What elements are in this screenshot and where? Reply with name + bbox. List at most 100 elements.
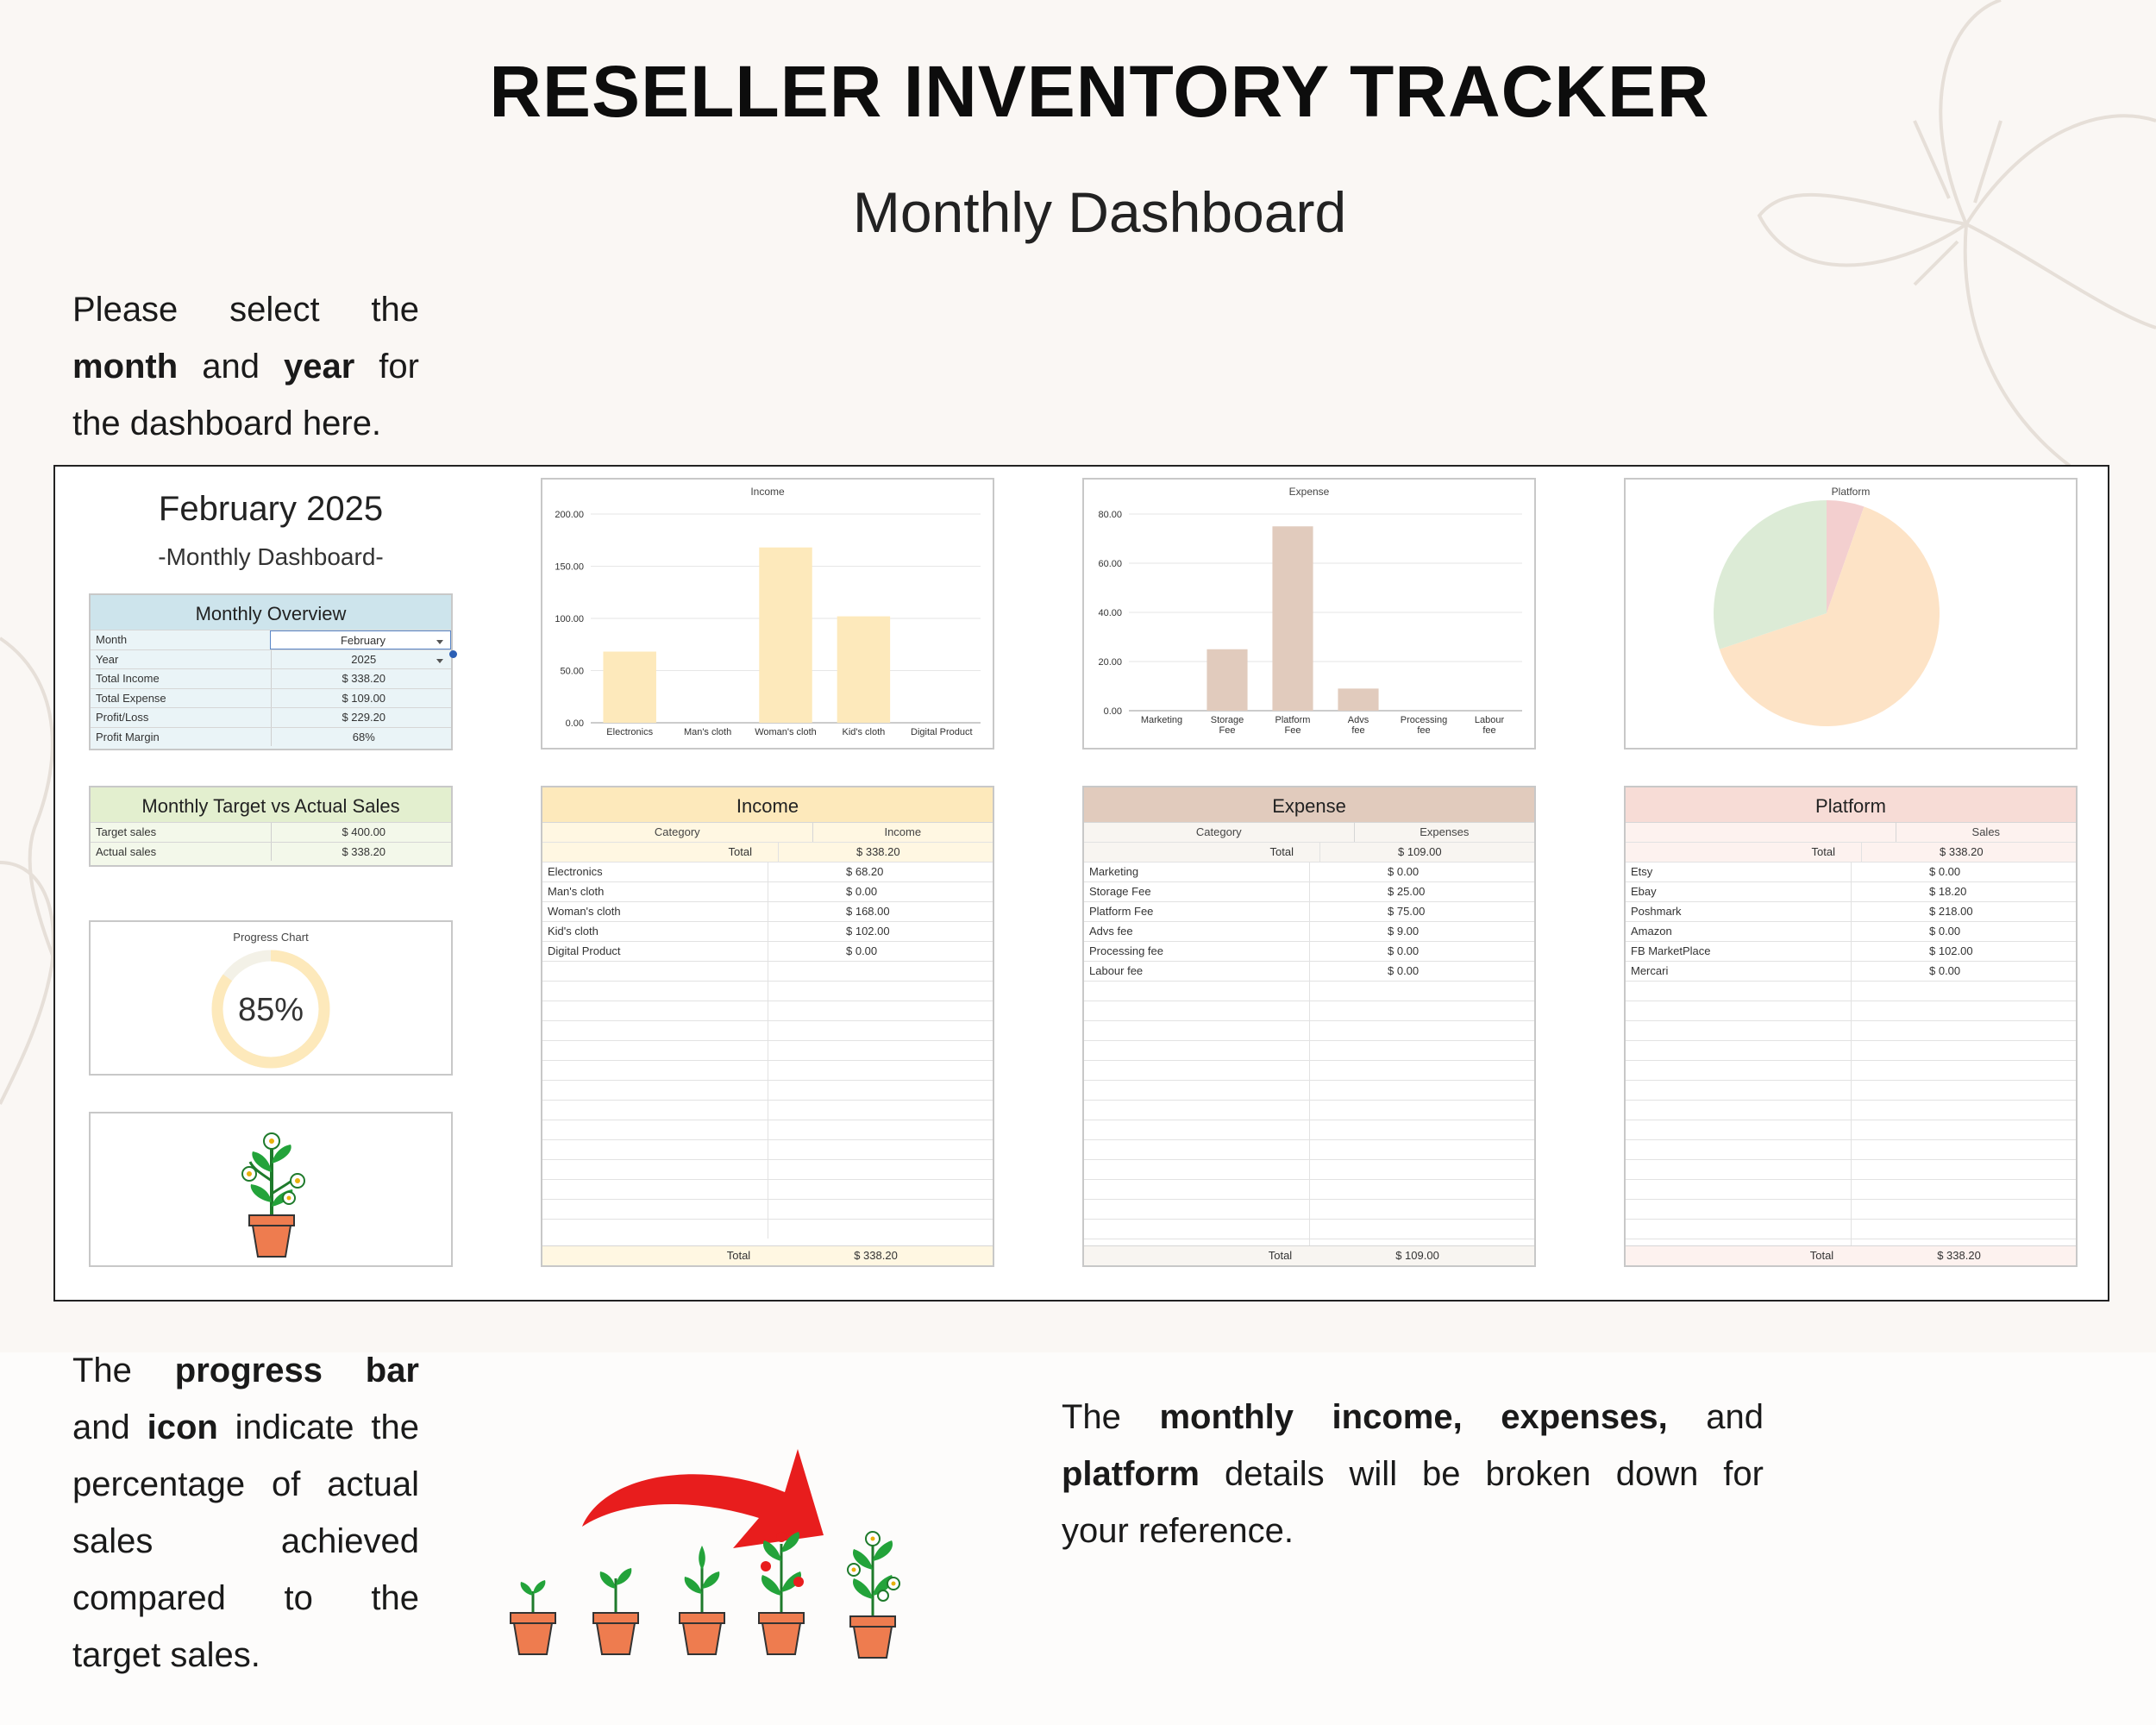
month-select[interactable]: February [270,630,451,649]
x-tick-label: Marketing [1141,715,1182,725]
x-tick-label: Fee [1219,725,1236,736]
column-header: Sales [1895,823,2076,842]
x-tick-label: Labour [1475,715,1505,725]
empty-table-row [1626,1199,2076,1219]
young-plant-pot-icon [679,1546,725,1655]
desc-bold-progress-bar: progress bar [174,1352,419,1389]
income-table-title: Income [542,787,993,822]
empty-table-row [1626,1080,2076,1100]
chart-title: Expense [1289,486,1330,498]
row-label: Electronics [548,865,603,878]
target-label: Target sales [96,825,157,838]
seedling-pot-icon [592,1568,639,1655]
flower-decoration-left [0,637,71,1105]
row-value: $ 0.00 [768,882,993,901]
monthly-overview-title: Monthly Overview [91,595,451,630]
dropdown-arrow-icon[interactable] [435,637,445,646]
row-label: Mercari [1631,964,1669,977]
empty-table-row [1626,1120,2076,1139]
empty-cell [1309,1160,1534,1179]
empty-cell [768,1001,993,1020]
dropdown-arrow-icon[interactable] [435,656,445,665]
empty-cell [1851,1041,2076,1060]
overview-value: $ 109.00 [270,688,452,707]
income-footer-row: Total $ 338.20 [542,1245,993,1265]
row-value: $ 0.00 [1309,862,1534,881]
empty-cell [1626,1120,1851,1139]
empty-table-row [1084,1199,1534,1219]
table-row: Labour fee $ 0.00 [1084,961,1534,981]
empty-cell [1309,1041,1534,1060]
plant-icon-card [89,1112,453,1267]
breakdown-description: The monthly income, expenses, and platfo… [1062,1389,1764,1559]
x-tick-label: fee [1351,725,1364,736]
empty-table-row [1084,1000,1534,1020]
table-row: Advs fee $ 9.00 [1084,921,1534,941]
row-label: Amazon [1631,925,1672,938]
x-tick-label: Advs [1348,715,1369,725]
empty-cell [1626,1001,1851,1020]
desc-text: The [1062,1398,1121,1436]
total-label: Total [728,845,752,858]
selection-handle[interactable] [449,650,457,658]
total-value: $ 109.00 [1319,843,1534,862]
empty-cell [1084,1061,1309,1080]
empty-table-row [542,1060,993,1080]
table-row: Electronics $ 68.20 [542,862,993,881]
table-row: Kid's cloth $ 102.00 [542,921,993,941]
platform-table: Platform Sales Total $ 338.20 Etsy $ 0.00 … [1624,786,2078,1267]
total-label: Total [1811,845,1835,858]
desc-text-last: target sales. [72,1636,260,1674]
empty-table-row [1084,1120,1534,1139]
progress-chart-card: Progress Chart 85% [89,920,453,1076]
y-tick-label: 80.00 [1098,510,1122,520]
row-value: $ 9.00 [1309,922,1534,941]
year-select[interactable]: 2025 [270,649,452,668]
actual-row: Actual sales $ 338.20 [91,841,451,861]
empty-cell [1309,1021,1534,1040]
empty-cell [542,1160,768,1179]
empty-cell [1084,982,1309,1000]
row-value: $ 0.00 [1851,962,2076,981]
platform-total-row: Total $ 338.20 [1626,842,2076,862]
empty-cell [768,1041,993,1060]
empty-table-row [1084,1060,1534,1080]
empty-table-row [1084,1219,1534,1239]
empty-table-row [542,1179,993,1199]
dashboard-subheading: -Monthly Dashboard- [158,543,384,570]
empty-cell [768,1160,993,1179]
empty-cell [1851,1140,2076,1159]
bar [759,547,812,723]
footer-label: Total [1809,1249,1834,1262]
empty-cell [1084,1081,1309,1100]
table-row: FB MarketPlace $ 102.00 [1626,941,2076,961]
overview-label: Profit Margin [96,730,160,743]
monthly-overview-table: Monthly Overview Month February Year 2025 … [89,593,453,750]
empty-table-row [542,1120,993,1139]
empty-cell [1084,1120,1309,1139]
intro-year-word: year [283,348,355,386]
footer-value: $ 338.20 [854,1249,898,1262]
bar [603,651,656,723]
target-vs-actual-title: Monthly Target vs Actual Sales [91,787,451,822]
empty-table-row [542,1100,993,1120]
empty-cell [1851,1001,2076,1020]
empty-cell [1851,982,2076,1000]
expense-table-title: Expense [1084,787,1534,822]
y-tick-label: 20.00 [1098,657,1122,668]
row-label: Kid's cloth [548,925,599,938]
target-vs-actual-table: Monthly Target vs Actual Sales Target sa… [89,786,453,867]
progress-chart-title: Progress Chart [233,931,309,944]
flower-decoration-top-right [1757,0,2156,467]
empty-cell [768,1180,993,1199]
empty-cell [542,1101,768,1120]
empty-cell [768,1140,993,1159]
y-tick-label: 40.00 [1098,608,1122,618]
empty-cell [1851,1160,2076,1179]
empty-table-row [1626,1020,2076,1040]
row-label: Woman's cloth [548,905,621,918]
empty-cell [768,1021,993,1040]
y-tick-label: 200.00 [555,510,584,520]
row-label: Digital Product [548,944,621,957]
empty-cell [1626,982,1851,1000]
